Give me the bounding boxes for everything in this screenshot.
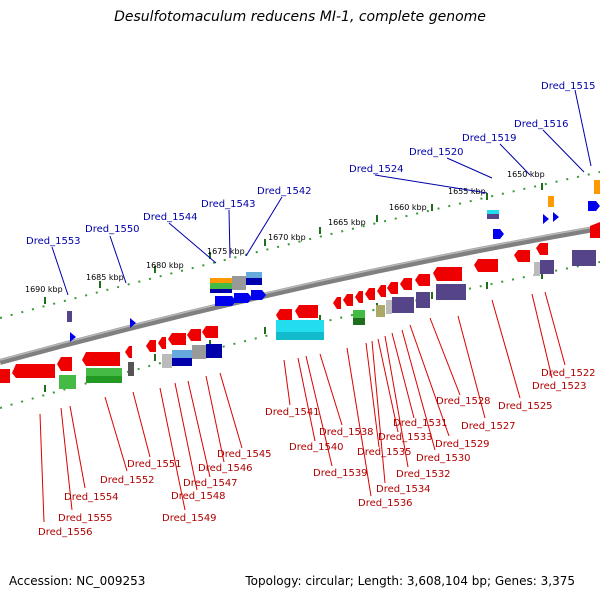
kbp-label: 1670 kbp: [268, 233, 306, 242]
gene-label: Dred_1547: [183, 478, 238, 489]
accession-text: Accession: NC_009253: [9, 574, 146, 588]
gene-arrow: [377, 285, 386, 297]
gene-label: Dred_1541: [265, 407, 320, 418]
reverse-genes: [0, 222, 600, 383]
gene-arrow: [70, 332, 76, 342]
kbp-label: 1675 kbp: [207, 247, 245, 256]
gene-label: Dred_1548: [171, 491, 226, 502]
gene-label: Dred_1539: [313, 468, 368, 479]
kbp-label: 1650 kbp: [507, 170, 545, 179]
gene-arrow: [168, 333, 186, 345]
gene-label: Dred_1516: [514, 119, 569, 130]
kbp-label: 1660 kbp: [389, 203, 427, 212]
gene-arrow: [158, 337, 166, 349]
gene-label: Dred_1542: [257, 186, 312, 197]
gene-arrow: [125, 346, 132, 358]
gene-arrow: [536, 243, 548, 255]
gene-arrow: [82, 352, 120, 366]
gene-label: Dred_1544: [143, 212, 198, 223]
kbp-label: 1655 kbp: [448, 187, 486, 196]
gene-arrow: [433, 267, 462, 281]
kbp-label: 1690 kbp: [25, 285, 63, 294]
gene-label: Dred_1540: [289, 442, 344, 453]
upper-features: [67, 180, 600, 322]
gene-label: Dred_1554: [64, 492, 119, 503]
gene-arrow: [400, 278, 412, 290]
topology-text: Topology: circular; Length: 3,608,104 bp…: [245, 574, 575, 588]
gene-arrow: [514, 250, 530, 262]
upper-major-ticks: [44, 183, 543, 304]
gene-label: Dred_1536: [358, 498, 413, 509]
gene-arrow: [543, 214, 549, 224]
gene-arrow: [415, 274, 430, 286]
gene-arrow: [187, 329, 201, 341]
gene-arrow: [215, 296, 236, 306]
upper-callouts: [51, 89, 592, 296]
gene-label: Dred_1531: [393, 418, 448, 429]
gene-label: Dred_1533: [378, 432, 433, 443]
gene-label: Dred_1515: [541, 81, 596, 92]
gene-arrow: [553, 212, 559, 222]
gene-arrow: [333, 297, 341, 309]
gene-label: Dred_1538: [319, 427, 374, 438]
gene-arrow: [276, 309, 292, 322]
gene-arrow: [365, 288, 375, 300]
lower-gene-labels: Dred_1522 Dred_1523 Dred_1525 Dred_1527 …: [38, 368, 596, 538]
gene-label: Dred_1528: [436, 396, 491, 407]
gene-label: Dred_1555: [58, 513, 113, 524]
kbp-label: 1665 kbp: [328, 218, 366, 227]
gene-label: Dred_1524: [349, 164, 404, 175]
gene-arrow: [588, 201, 600, 211]
gene-label: Dred_1535: [357, 447, 412, 458]
map-title: Desulfotomaculum reducens MI-1, complete…: [114, 9, 486, 25]
gene-arrow: [202, 326, 218, 338]
gene-label: Dred_1552: [100, 475, 155, 486]
gene-label: Dred_1556: [38, 527, 93, 538]
gene-label: Dred_1525: [498, 401, 553, 412]
gene-label: Dred_1530: [416, 453, 471, 464]
lower-features: [59, 250, 596, 389]
gene-arrow: [234, 293, 252, 303]
gene-label: Dred_1529: [435, 439, 490, 450]
gene-label: Dred_1551: [127, 459, 182, 470]
gene-arrow: [146, 340, 156, 352]
gene-arrow: [0, 369, 10, 383]
gene-label: Dred_1527: [461, 421, 516, 432]
gene-arrow: [130, 318, 136, 328]
gene-label: Dred_1534: [376, 484, 431, 495]
gene-label: Dred_1523: [532, 381, 587, 392]
gene-label: Dred_1550: [85, 224, 140, 235]
forward-genes: [70, 201, 600, 342]
kbp-label: 1680 kbp: [146, 261, 184, 270]
gene-label: Dred_1546: [198, 463, 253, 474]
gene-arrow: [57, 357, 72, 371]
gene-arrow: [590, 222, 600, 238]
gene-arrow: [474, 259, 498, 272]
gene-label: Dred_1553: [26, 236, 81, 247]
gene-label: Dred_1532: [396, 469, 451, 480]
gene-label: Dred_1520: [409, 147, 464, 158]
genome-backbone-highlight: [0, 225, 600, 361]
genome-backbone: [0, 225, 600, 365]
gene-label: Dred_1543: [201, 199, 256, 210]
gene-arrow: [355, 291, 363, 303]
upper-gene-labels: Dred_1515 Dred_1516 Dred_1519 Dred_1520 …: [26, 81, 596, 247]
kbp-label: 1685 kbp: [86, 273, 124, 282]
gene-label: Dred_1519: [462, 133, 517, 144]
gene-label: Dred_1549: [162, 513, 217, 524]
gene-arrow: [387, 282, 398, 294]
gene-arrow: [251, 290, 266, 300]
gene-label: Dred_1522: [541, 368, 596, 379]
gene-arrow: [295, 305, 318, 318]
gene-arrow: [12, 364, 55, 378]
lower-callouts: [39, 291, 566, 523]
gene-arrow: [493, 229, 504, 239]
gene-label: Dred_1545: [217, 449, 272, 460]
gene-arrow: [343, 294, 353, 306]
upper-tick-ring: [0, 171, 600, 319]
